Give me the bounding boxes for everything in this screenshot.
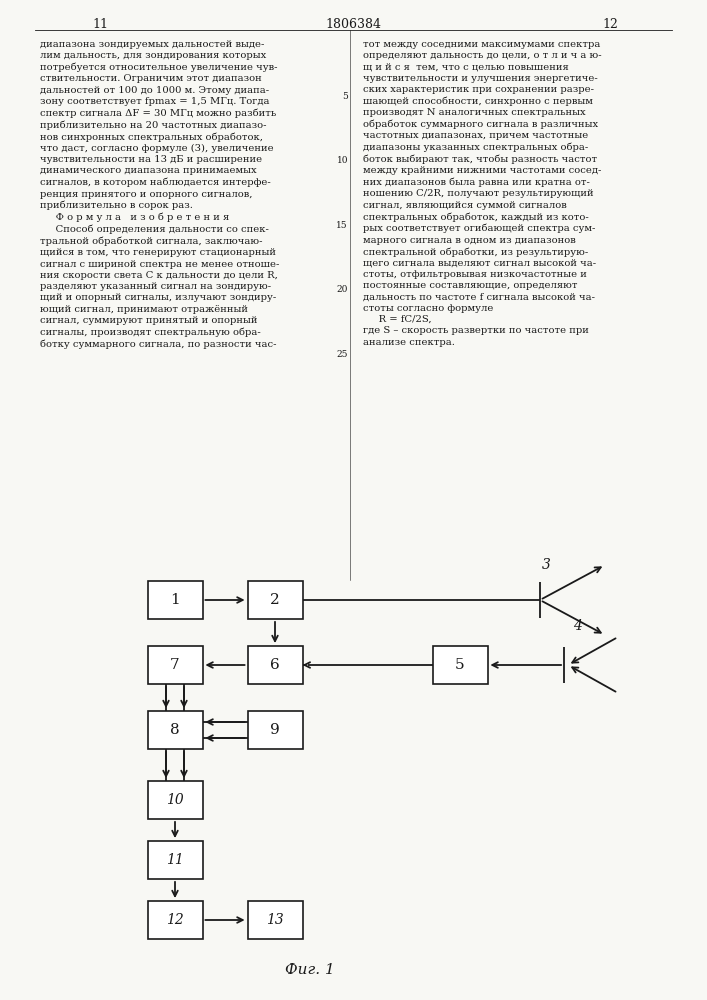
Text: 15: 15 bbox=[337, 221, 348, 230]
Text: 5: 5 bbox=[342, 92, 348, 101]
Bar bbox=[247, 711, 303, 749]
Text: 4: 4 bbox=[573, 619, 582, 633]
Bar bbox=[148, 711, 202, 749]
Text: диапазона зондируемых дальностей выде-
лим дальность, для зондирования которых
п: диапазона зондируемых дальностей выде- л… bbox=[40, 40, 279, 349]
Bar bbox=[148, 841, 202, 879]
Text: 11: 11 bbox=[166, 853, 184, 867]
Text: 11: 11 bbox=[92, 18, 108, 31]
Bar bbox=[148, 781, 202, 819]
Bar bbox=[247, 581, 303, 619]
Text: 25: 25 bbox=[337, 350, 348, 359]
Text: 6: 6 bbox=[270, 658, 280, 672]
Text: 2: 2 bbox=[270, 593, 280, 607]
Text: 10: 10 bbox=[166, 793, 184, 807]
Text: 13: 13 bbox=[266, 913, 284, 927]
Text: 1806384: 1806384 bbox=[325, 18, 381, 31]
Bar bbox=[148, 581, 202, 619]
Text: 10: 10 bbox=[337, 156, 348, 165]
Bar bbox=[247, 646, 303, 684]
Text: тот между соседними максимумами спектра
определяют дальность до цели, о т л и ч : тот между соседними максимумами спектра … bbox=[363, 40, 602, 347]
Text: 3: 3 bbox=[542, 558, 551, 572]
Text: 9: 9 bbox=[270, 723, 280, 737]
Text: 5: 5 bbox=[455, 658, 464, 672]
Bar bbox=[148, 646, 202, 684]
Text: 12: 12 bbox=[166, 913, 184, 927]
Text: 1: 1 bbox=[170, 593, 180, 607]
Text: 12: 12 bbox=[602, 18, 618, 31]
Bar bbox=[247, 901, 303, 939]
Text: 8: 8 bbox=[170, 723, 180, 737]
Text: 7: 7 bbox=[170, 658, 180, 672]
Bar bbox=[148, 901, 202, 939]
Bar bbox=[433, 646, 488, 684]
Text: 20: 20 bbox=[337, 285, 348, 294]
Text: Фиг. 1: Фиг. 1 bbox=[285, 963, 335, 977]
